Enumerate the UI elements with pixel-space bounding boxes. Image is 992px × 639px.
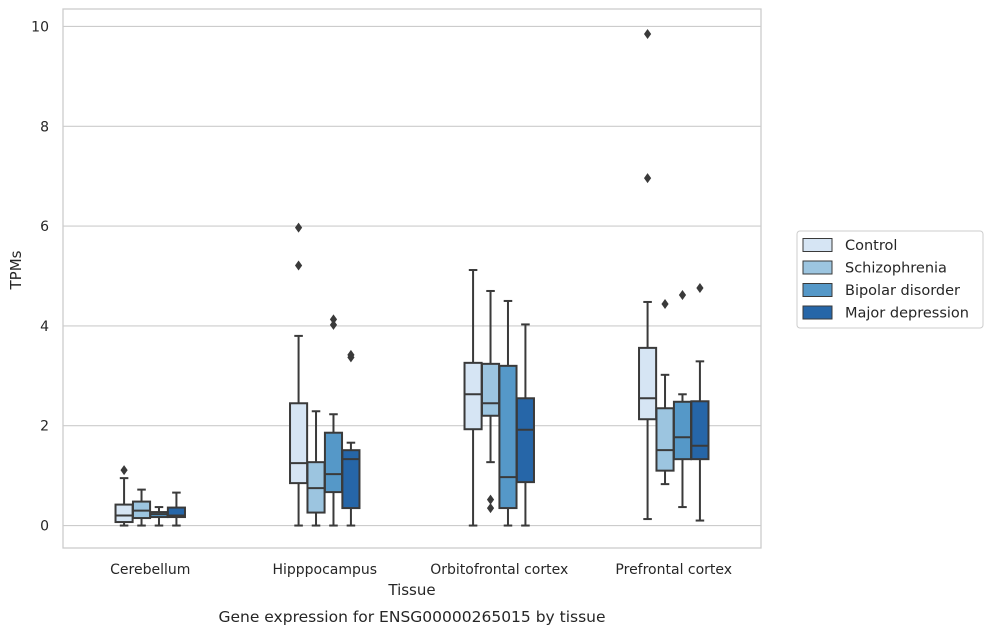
plot-area	[63, 9, 761, 548]
box-plot	[131, 488, 152, 527]
outlier-point	[643, 173, 652, 184]
box-iqr	[638, 346, 658, 421]
series-bipolar-disorder	[149, 289, 693, 527]
outlier-point	[696, 282, 704, 293]
box-series	[114, 28, 710, 527]
box-plot	[638, 28, 658, 521]
x-tick-label: Cerebellum	[110, 562, 190, 578]
box-iqr	[323, 431, 344, 494]
outlier-point	[661, 298, 669, 309]
y-tick-label: 2	[40, 419, 49, 435]
box-iqr	[672, 400, 693, 461]
outlier-point	[678, 289, 687, 300]
y-tick-label: 8	[40, 119, 49, 135]
x-tick-label: Prefrontal cortex	[615, 562, 732, 578]
outlier-point	[486, 503, 495, 514]
box-iqr	[341, 449, 361, 510]
x-tick-label: Orbitofrontal cortex	[430, 562, 568, 578]
legend-label: Schizophrenia	[845, 261, 947, 277]
outlier-point	[643, 28, 652, 39]
box-iqr	[655, 407, 675, 472]
box-iqr	[480, 362, 501, 417]
outlier-point	[120, 465, 128, 476]
outlier-point	[329, 314, 338, 325]
legend-frame	[796, 230, 984, 329]
box-plot	[114, 465, 134, 527]
outlier-point	[294, 260, 303, 271]
box-iqr	[463, 361, 483, 431]
box-plot	[289, 222, 309, 527]
x-axis-label: Tissue	[387, 581, 435, 599]
box-iqr	[289, 402, 309, 485]
series-major-depression	[166, 282, 710, 527]
box-plot	[166, 491, 186, 527]
box-iqr	[690, 400, 710, 461]
box-plot	[480, 289, 501, 514]
box-plot	[341, 349, 361, 527]
legend-swatch	[802, 283, 833, 297]
y-tick-label: 10	[31, 19, 49, 35]
outlier-point	[294, 222, 303, 233]
chart-caption: Gene expression for ENSG00000265015 by t…	[218, 608, 605, 626]
y-tick-label: 4	[40, 319, 49, 335]
legend-swatch	[802, 238, 833, 252]
y-axis-label: TPMs	[7, 250, 25, 290]
legend: Control Schizophrenia Bipolar disorder Majo…	[796, 230, 984, 329]
y-tick-labels: 0 2 4 6 8 10	[31, 19, 49, 534]
outlier-point	[486, 494, 495, 505]
outlier-point	[347, 349, 355, 360]
y-tick-label: 6	[40, 219, 49, 235]
outlier-point	[329, 319, 338, 330]
plot-frame	[62, 8, 762, 549]
box-iqr	[166, 506, 186, 519]
box-iqr	[114, 503, 134, 524]
legend-label: Control	[845, 238, 897, 254]
x-tick-label: Hipppocampus	[272, 562, 377, 578]
legend-label: Bipolar disorder	[845, 283, 960, 299]
box-plot	[690, 282, 710, 522]
box-plot	[515, 323, 535, 527]
series-control	[114, 28, 658, 527]
x-tick-labels: Cerebellum Hipppocampus Orbitofrontal cort…	[110, 562, 732, 578]
y-tick-label: 0	[40, 519, 49, 535]
box-iqr	[498, 364, 518, 510]
series-schizophrenia	[131, 289, 675, 527]
legend-swatch	[802, 260, 833, 275]
box-iqr	[515, 397, 535, 484]
legend-swatch	[802, 305, 833, 320]
legend-label: Major depression	[845, 306, 969, 322]
